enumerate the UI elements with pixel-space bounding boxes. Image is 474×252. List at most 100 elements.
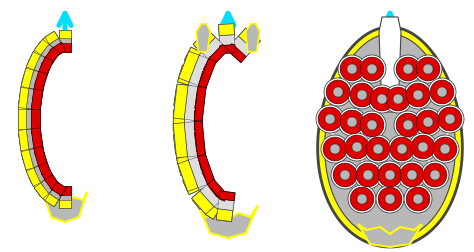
Circle shape	[333, 87, 343, 97]
Polygon shape	[184, 122, 198, 157]
Circle shape	[440, 144, 450, 154]
Polygon shape	[216, 191, 235, 222]
Polygon shape	[50, 180, 66, 196]
Circle shape	[385, 170, 395, 180]
Polygon shape	[34, 39, 49, 55]
Polygon shape	[31, 89, 43, 110]
Polygon shape	[232, 36, 253, 57]
Circle shape	[358, 111, 386, 139]
Polygon shape	[209, 44, 228, 65]
Polygon shape	[21, 68, 34, 88]
Polygon shape	[201, 187, 216, 203]
Circle shape	[357, 194, 367, 204]
Wedge shape	[326, 80, 350, 104]
Polygon shape	[201, 37, 223, 59]
Circle shape	[347, 64, 357, 74]
Polygon shape	[27, 162, 53, 186]
Polygon shape	[318, 27, 462, 247]
Circle shape	[414, 108, 442, 136]
Circle shape	[373, 144, 383, 154]
Circle shape	[413, 90, 423, 100]
Polygon shape	[184, 85, 198, 120]
Polygon shape	[50, 42, 66, 57]
Polygon shape	[173, 84, 206, 121]
Wedge shape	[340, 57, 364, 81]
Polygon shape	[31, 109, 40, 129]
Polygon shape	[173, 123, 188, 158]
Polygon shape	[45, 194, 58, 207]
Polygon shape	[18, 81, 44, 108]
Polygon shape	[59, 43, 71, 52]
Circle shape	[388, 135, 416, 163]
Circle shape	[348, 81, 376, 109]
Polygon shape	[219, 24, 235, 36]
Polygon shape	[238, 28, 260, 49]
Polygon shape	[34, 174, 60, 199]
Polygon shape	[198, 205, 258, 238]
Polygon shape	[18, 130, 29, 150]
Wedge shape	[333, 163, 357, 187]
Wedge shape	[340, 110, 364, 134]
Polygon shape	[179, 51, 199, 82]
Polygon shape	[30, 169, 59, 196]
Polygon shape	[202, 169, 216, 186]
Polygon shape	[34, 39, 60, 64]
Polygon shape	[177, 151, 209, 176]
Wedge shape	[370, 87, 394, 111]
Polygon shape	[43, 192, 58, 206]
Circle shape	[437, 87, 447, 97]
Polygon shape	[192, 193, 209, 209]
Polygon shape	[193, 172, 208, 190]
Polygon shape	[200, 184, 221, 207]
Circle shape	[385, 194, 395, 204]
Polygon shape	[31, 106, 40, 132]
Polygon shape	[21, 68, 47, 92]
Polygon shape	[193, 30, 215, 52]
Circle shape	[394, 111, 422, 139]
Wedge shape	[350, 187, 374, 211]
Polygon shape	[59, 30, 71, 52]
Wedge shape	[400, 163, 424, 187]
Polygon shape	[189, 55, 209, 86]
Polygon shape	[45, 31, 66, 56]
Polygon shape	[194, 52, 210, 70]
Circle shape	[430, 170, 440, 180]
Polygon shape	[38, 162, 53, 181]
Polygon shape	[21, 146, 47, 170]
Polygon shape	[178, 154, 215, 192]
Polygon shape	[196, 24, 210, 52]
Polygon shape	[198, 59, 216, 88]
Wedge shape	[390, 137, 414, 161]
Polygon shape	[216, 209, 233, 222]
Polygon shape	[18, 130, 44, 157]
Polygon shape	[178, 160, 198, 192]
Circle shape	[338, 55, 366, 83]
Polygon shape	[42, 169, 59, 189]
Circle shape	[398, 161, 426, 189]
Wedge shape	[378, 163, 402, 187]
Circle shape	[418, 142, 428, 152]
Polygon shape	[18, 81, 30, 106]
Polygon shape	[184, 110, 194, 130]
Polygon shape	[59, 186, 71, 195]
Polygon shape	[42, 49, 59, 69]
Polygon shape	[52, 42, 66, 56]
Wedge shape	[411, 135, 435, 159]
Circle shape	[377, 94, 387, 104]
Polygon shape	[34, 146, 47, 167]
Wedge shape	[416, 57, 440, 81]
Polygon shape	[194, 86, 206, 121]
Polygon shape	[184, 47, 201, 65]
Circle shape	[343, 133, 371, 161]
Circle shape	[428, 78, 456, 106]
Polygon shape	[31, 130, 44, 155]
Polygon shape	[43, 180, 66, 206]
Polygon shape	[183, 176, 199, 195]
Polygon shape	[174, 87, 187, 107]
Circle shape	[330, 144, 340, 154]
Circle shape	[352, 142, 362, 152]
Circle shape	[363, 170, 373, 180]
Polygon shape	[205, 190, 228, 219]
Polygon shape	[18, 87, 43, 110]
Wedge shape	[386, 87, 410, 111]
